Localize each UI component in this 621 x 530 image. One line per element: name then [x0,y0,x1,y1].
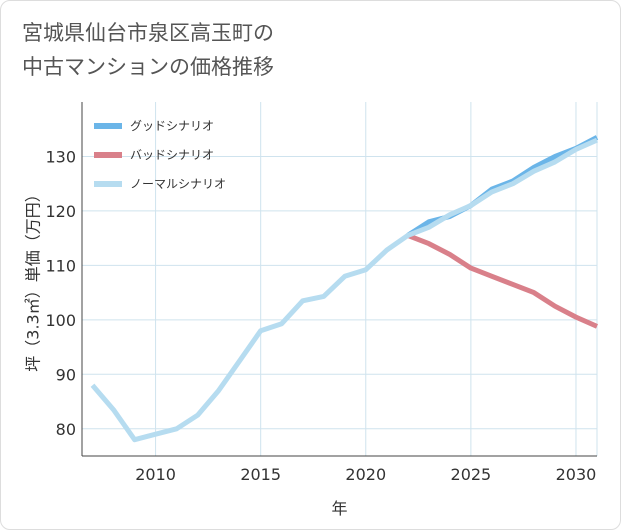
y-tick-label: 100 [45,311,76,330]
series-lines [90,135,599,443]
y-tick-label: 80 [56,420,76,439]
x-tick-label: 2020 [345,465,386,484]
legend-label-bad[interactable]: バッドシナリオ [130,148,214,162]
legend-swatch-normal[interactable] [94,181,122,187]
y-tick-label: 90 [56,365,76,384]
y-tick-label: 110 [45,256,76,275]
legend-swatch-bad[interactable] [94,152,122,158]
x-tick-label: 2025 [451,465,492,484]
series-line-normal [90,137,599,443]
series-line-bad [406,233,599,329]
legend-swatch-good[interactable] [94,123,122,129]
chart-title-line-1: 宮城県仙台市泉区高玉町の [22,21,274,45]
chart-title: 宮城県仙台市泉区高玉町の 中古マンションの価格推移 [22,16,274,84]
y-tick-label: 120 [45,202,76,221]
x-tick-label: 2015 [240,465,281,484]
x-axis-label: 年 [331,499,347,518]
y-axis-label: 坪（3.3㎡）単価（万円） [24,186,43,371]
grid-lines [82,102,598,456]
axes [81,102,597,457]
y-tick-label: 130 [45,147,76,166]
legend-label-normal[interactable]: ノーマルシナリオ [130,177,226,191]
x-tick-label: 2030 [556,465,597,484]
x-tick-label: 2010 [135,465,176,484]
legend-label-good[interactable]: グッドシナリオ [130,119,214,133]
chart-title-line-2: 中古マンションの価格推移 [22,55,274,79]
tick-labels: 2010 2015 2020 2025 2030 80 90 100 110 120 130 [45,147,596,484]
